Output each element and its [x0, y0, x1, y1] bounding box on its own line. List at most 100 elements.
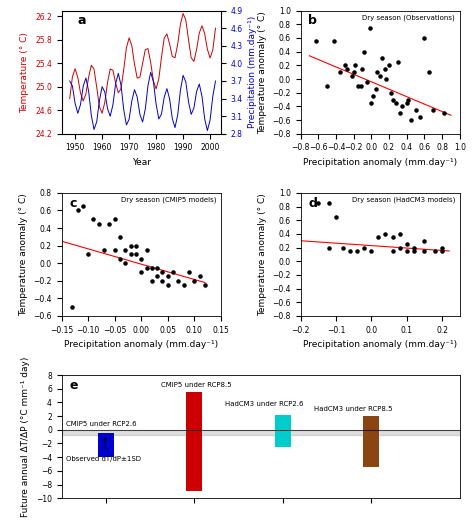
Point — [159, 277, 166, 285]
Point — [111, 246, 118, 254]
Y-axis label: Precipitation (mm.day⁻¹): Precipitation (mm.day⁻¹) — [248, 16, 257, 128]
Text: Dry season (CMIP5 models): Dry season (CMIP5 models) — [120, 197, 216, 203]
Point — [325, 243, 333, 252]
Point — [313, 37, 320, 46]
Point — [95, 219, 102, 228]
Point — [416, 112, 424, 121]
Text: HadCM3 under RCP2.6: HadCM3 under RCP2.6 — [225, 401, 304, 407]
Bar — [62, 430, 460, 435]
Bar — [186, 392, 202, 491]
Point — [394, 58, 401, 66]
Point — [390, 95, 397, 104]
Point — [143, 246, 150, 254]
Point — [403, 240, 410, 249]
Text: Dry season (HadCM3 models): Dry season (HadCM3 models) — [352, 197, 455, 203]
Point — [323, 82, 331, 90]
Point — [341, 61, 348, 69]
Point — [127, 241, 135, 250]
Point — [403, 247, 410, 255]
Point — [366, 23, 374, 32]
Point — [410, 243, 418, 252]
Point — [164, 272, 172, 280]
Point — [360, 47, 368, 56]
Point — [354, 82, 362, 90]
Point — [389, 233, 396, 242]
X-axis label: Precipitation anomaly (mm.day⁻¹): Precipitation anomaly (mm.day⁻¹) — [303, 158, 457, 167]
Point — [353, 247, 361, 255]
Point — [137, 254, 145, 263]
Point — [201, 281, 209, 289]
Y-axis label: Temperature (° C): Temperature (° C) — [20, 32, 29, 112]
Point — [367, 99, 375, 107]
Point — [127, 250, 135, 259]
Point — [106, 219, 113, 228]
Point — [438, 243, 446, 252]
Point — [337, 68, 344, 76]
Point — [148, 263, 155, 272]
Bar — [275, 415, 291, 447]
Point — [116, 233, 124, 241]
Point — [68, 303, 76, 312]
Point — [405, 95, 412, 104]
Point — [79, 202, 87, 210]
Point — [185, 268, 193, 276]
Point — [383, 75, 390, 83]
Point — [407, 116, 415, 125]
Point — [346, 247, 354, 255]
Text: Dry season (Observations): Dry season (Observations) — [362, 14, 455, 21]
Point — [348, 72, 356, 80]
Text: e: e — [70, 379, 78, 392]
Point — [376, 72, 384, 80]
Point — [159, 268, 166, 276]
X-axis label: Precipitation anomaly (mm.day⁻¹): Precipitation anomaly (mm.day⁻¹) — [64, 340, 219, 349]
Point — [154, 263, 161, 272]
Point — [84, 250, 92, 259]
Point — [332, 213, 340, 221]
Point — [381, 65, 388, 73]
Point — [314, 199, 322, 207]
Point — [339, 243, 347, 252]
Point — [132, 250, 140, 259]
Point — [396, 109, 403, 118]
Point — [374, 68, 381, 76]
Point — [367, 247, 375, 255]
Point — [154, 272, 161, 280]
Point — [392, 99, 400, 107]
Point — [330, 37, 338, 46]
Point — [352, 61, 359, 69]
Point — [359, 65, 366, 73]
Point — [385, 61, 393, 69]
Point — [121, 259, 129, 268]
Point — [387, 89, 394, 97]
Point — [164, 281, 172, 289]
Y-axis label: Temperature anomaly (° C): Temperature anomaly (° C) — [19, 193, 28, 316]
Point — [369, 92, 377, 100]
Text: c: c — [70, 197, 77, 209]
Point — [410, 247, 418, 255]
Point — [403, 99, 410, 107]
Text: d: d — [309, 197, 318, 209]
Point — [357, 82, 365, 90]
Bar — [364, 416, 379, 467]
Text: CMIP5 under RCP2.6: CMIP5 under RCP2.6 — [66, 421, 137, 427]
Y-axis label: Temperature anomaly (° C): Temperature anomaly (° C) — [258, 193, 267, 316]
Point — [412, 105, 419, 114]
Point — [132, 241, 140, 250]
Point — [429, 105, 437, 114]
Point — [378, 54, 386, 63]
Text: a: a — [78, 14, 86, 27]
Text: Observed dT/dP±1SD: Observed dT/dP±1SD — [66, 438, 141, 462]
Point — [425, 68, 433, 76]
Point — [90, 215, 97, 224]
Text: HadCM3 under RCP8.5: HadCM3 under RCP8.5 — [314, 407, 392, 412]
Point — [143, 263, 150, 272]
Point — [438, 247, 446, 255]
Point — [100, 246, 108, 254]
Point — [420, 236, 428, 245]
Point — [389, 247, 396, 255]
Point — [382, 229, 389, 238]
Point — [363, 78, 371, 87]
Point — [196, 272, 203, 280]
Point — [440, 109, 447, 118]
Point — [396, 243, 403, 252]
